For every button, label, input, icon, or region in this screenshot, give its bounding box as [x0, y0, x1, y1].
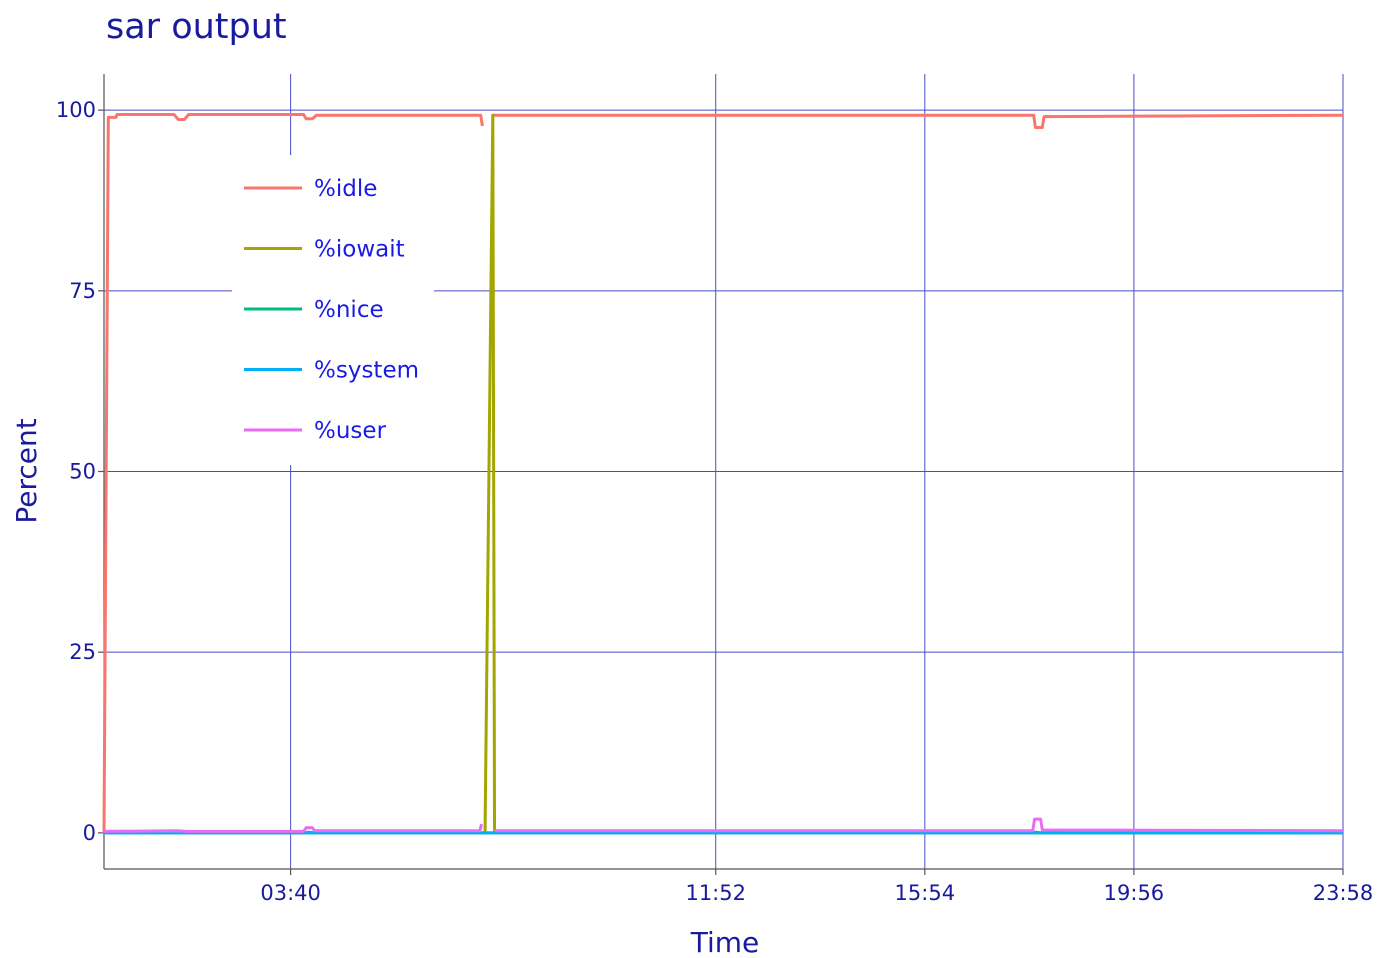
legend-label: %user [314, 418, 387, 444]
x-tick-label: 03:40 [260, 881, 321, 905]
y-tick-label: 100 [56, 98, 96, 122]
series-line-idle [102, 112, 1344, 833]
legend-label: %system [314, 358, 419, 384]
series-line-system [104, 830, 1343, 835]
chart-title: sar output [106, 7, 287, 47]
y-tick-label: 0 [83, 821, 96, 845]
y-axis-ticks: 0 25 50 75 100 [56, 98, 104, 845]
x-tick-label: 23:58 [1313, 881, 1374, 905]
series-lines [102, 112, 1344, 835]
y-axis-label: Percent [10, 418, 43, 523]
x-tick-label: 15:54 [895, 881, 956, 905]
x-axis-label: Time [690, 926, 760, 958]
legend: %idle %iowait %nice %system %user [232, 155, 434, 465]
x-axis-ticks: 03:40 11:52 15:54 19:56 23:58 [260, 869, 1373, 905]
series-line-user [103, 817, 1344, 833]
legend-label: %idle [314, 176, 377, 202]
y-tick-label: 50 [69, 460, 96, 484]
y-tick-label: 25 [69, 640, 96, 664]
x-tick-label: 19:56 [1104, 881, 1165, 905]
legend-label: %iowait [314, 237, 405, 263]
x-tick-label: 11:52 [685, 881, 746, 905]
legend-label: %nice [314, 297, 384, 323]
y-tick-label: 75 [69, 279, 96, 303]
